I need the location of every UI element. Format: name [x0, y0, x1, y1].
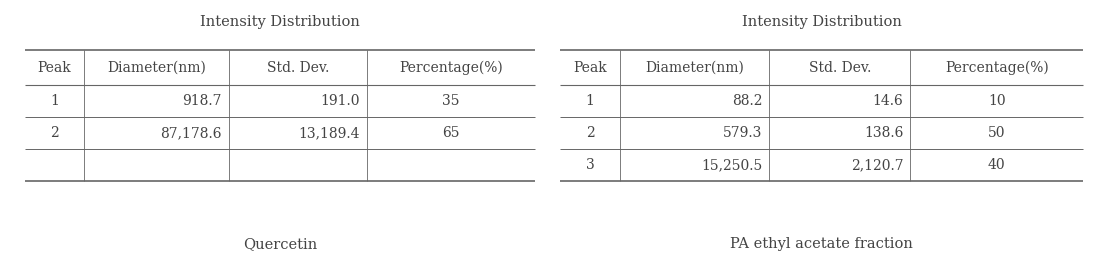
Text: Percentage(%): Percentage(%) [945, 60, 1049, 75]
Text: 2: 2 [586, 126, 595, 140]
Text: Diameter(nm): Diameter(nm) [645, 60, 745, 75]
Text: 40: 40 [988, 158, 1006, 172]
Text: Peak: Peak [574, 60, 607, 75]
Text: Std. Dev.: Std. Dev. [267, 60, 329, 75]
Text: 579.3: 579.3 [722, 126, 762, 140]
Text: Std. Dev.: Std. Dev. [808, 60, 871, 75]
Text: Peak: Peak [38, 60, 72, 75]
Text: 2: 2 [50, 126, 58, 140]
Text: 87,178.6: 87,178.6 [161, 126, 222, 140]
Text: 1: 1 [50, 94, 58, 108]
Text: PA ethyl acetate fraction: PA ethyl acetate fraction [730, 237, 913, 251]
Text: Intensity Distribution: Intensity Distribution [200, 15, 360, 29]
Text: 13,189.4: 13,189.4 [298, 126, 360, 140]
Text: 35: 35 [442, 94, 460, 108]
Text: 2,120.7: 2,120.7 [850, 158, 903, 172]
Text: 88.2: 88.2 [731, 94, 762, 108]
Text: Diameter(nm): Diameter(nm) [107, 60, 206, 75]
Text: 50: 50 [988, 126, 1006, 140]
Text: Quercetin: Quercetin [243, 237, 318, 251]
Text: 14.6: 14.6 [872, 94, 903, 108]
Text: Intensity Distribution: Intensity Distribution [741, 15, 901, 29]
Text: Percentage(%): Percentage(%) [399, 60, 503, 75]
Text: 1: 1 [586, 94, 595, 108]
Text: 138.6: 138.6 [864, 126, 903, 140]
Text: 15,250.5: 15,250.5 [700, 158, 762, 172]
Text: 918.7: 918.7 [182, 94, 222, 108]
Text: 191.0: 191.0 [320, 94, 360, 108]
Text: 65: 65 [442, 126, 460, 140]
Text: 3: 3 [586, 158, 595, 172]
Text: 10: 10 [988, 94, 1006, 108]
